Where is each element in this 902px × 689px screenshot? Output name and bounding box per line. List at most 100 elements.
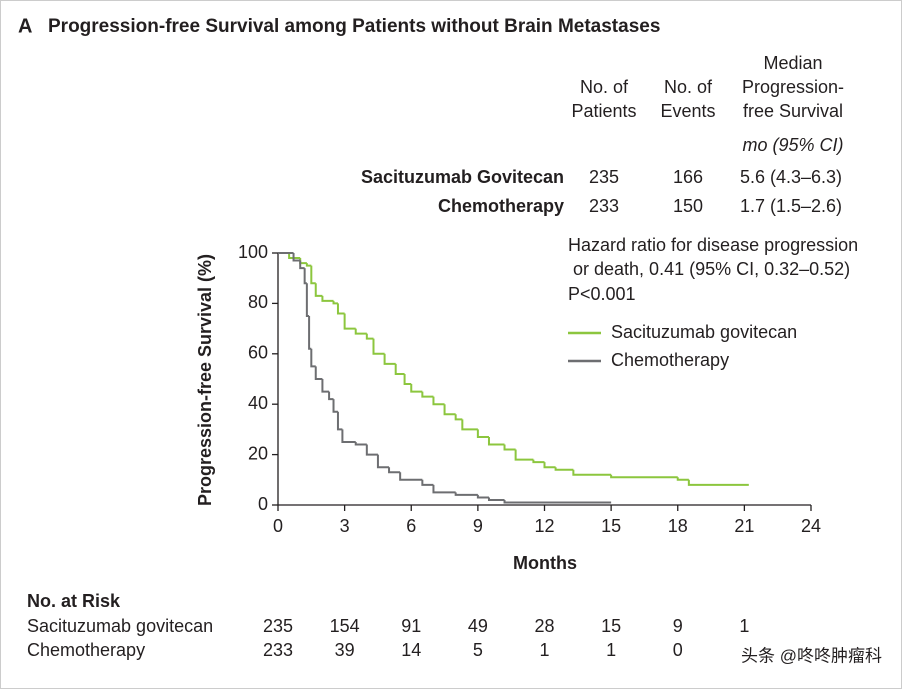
table-cell: 235 bbox=[589, 167, 619, 187]
km-step bbox=[336, 303, 345, 315]
km-step bbox=[676, 477, 689, 481]
km-step bbox=[305, 263, 312, 267]
km-step bbox=[310, 265, 316, 285]
km-step bbox=[332, 300, 338, 305]
at-risk-count: 0 bbox=[673, 640, 683, 660]
x-tick-label: 0 bbox=[273, 516, 283, 536]
km-step bbox=[543, 462, 556, 469]
row-label: Chemotherapy bbox=[438, 196, 564, 216]
annotation: Hazard ratio for disease progression bbox=[568, 235, 858, 255]
km-step bbox=[394, 363, 405, 375]
km-step bbox=[454, 492, 478, 496]
km-step bbox=[476, 429, 489, 438]
at-risk-count: 39 bbox=[335, 640, 355, 660]
unit: mo (95% CI) bbox=[742, 135, 843, 155]
km-step bbox=[403, 373, 412, 386]
km-step bbox=[514, 449, 534, 461]
km-step bbox=[328, 391, 334, 401]
km-step bbox=[443, 404, 456, 416]
x-tick-label: 6 bbox=[406, 516, 416, 536]
annotation: P<0.001 bbox=[568, 284, 636, 304]
at-risk-label: Sacituzumab govitecan bbox=[27, 616, 213, 636]
km-step bbox=[321, 295, 334, 302]
y-tick-label: 20 bbox=[248, 443, 268, 463]
km-step bbox=[341, 429, 356, 443]
at-risk-count: 233 bbox=[263, 640, 293, 660]
x-axis-label: Months bbox=[513, 553, 577, 573]
at-risk-count: 154 bbox=[330, 616, 360, 636]
km-step bbox=[503, 499, 612, 504]
km-step bbox=[288, 253, 301, 260]
at-risk-count: 14 bbox=[401, 640, 421, 660]
km-step bbox=[410, 384, 423, 393]
panel-letter: A bbox=[18, 15, 32, 37]
at-risk-count: 28 bbox=[534, 616, 554, 636]
table-cell: 1.7 (1.5–2.6) bbox=[740, 196, 842, 216]
table-cell: 166 bbox=[673, 167, 703, 187]
km-step bbox=[354, 328, 367, 335]
x-tick-label: 9 bbox=[473, 516, 483, 536]
km-step bbox=[432, 396, 445, 406]
chart-title: Progression-free Survival among Patients… bbox=[48, 16, 660, 37]
table-header: Events bbox=[660, 101, 715, 121]
y-axis-label: Progression-free Survival (%) bbox=[195, 254, 215, 506]
watermark: 头条 @咚咚肿瘤科 bbox=[741, 646, 882, 665]
km-step bbox=[376, 454, 390, 469]
km-step bbox=[687, 479, 749, 486]
at-risk-count: 49 bbox=[468, 616, 488, 636]
y-tick-label: 100 bbox=[238, 242, 268, 262]
at-risk-count: 1 bbox=[606, 640, 616, 660]
km-step bbox=[310, 348, 316, 368]
x-tick-label: 21 bbox=[734, 516, 754, 536]
at-risk-count: 15 bbox=[601, 616, 621, 636]
y-tick-label: 60 bbox=[248, 343, 268, 363]
y-tick-label: 80 bbox=[248, 292, 268, 312]
km-step bbox=[572, 469, 612, 476]
table-cell: 150 bbox=[673, 196, 703, 216]
table-header: No. of bbox=[664, 77, 713, 97]
km-step bbox=[610, 474, 678, 479]
at-risk-count: 5 bbox=[473, 640, 483, 660]
legend-label: Sacituzumab govitecan bbox=[611, 322, 797, 342]
table-cell: 5.6 (4.3–6.3) bbox=[740, 167, 842, 187]
table-header: free Survival bbox=[743, 101, 843, 121]
y-tick-label: 0 bbox=[258, 494, 268, 514]
x-tick-label: 3 bbox=[340, 516, 350, 536]
km-step bbox=[388, 467, 401, 474]
km-step bbox=[365, 333, 374, 340]
km-step bbox=[421, 391, 434, 398]
km-step bbox=[383, 353, 396, 365]
y-tick-label: 40 bbox=[248, 393, 268, 413]
km-step bbox=[461, 419, 478, 431]
km-step bbox=[532, 459, 545, 464]
at-risk-count: 235 bbox=[263, 616, 293, 636]
at-risk-count: 1 bbox=[739, 616, 749, 636]
legend-label: Chemotherapy bbox=[611, 350, 729, 370]
table-header: Median bbox=[763, 53, 822, 73]
x-tick-label: 18 bbox=[668, 516, 688, 536]
annotation: or death, 0.41 (95% CI, 0.32–0.52) bbox=[573, 259, 850, 279]
km-step bbox=[476, 494, 489, 499]
km-step bbox=[336, 411, 343, 431]
x-tick-label: 12 bbox=[534, 516, 554, 536]
at-risk-count: 1 bbox=[539, 640, 549, 660]
km-step bbox=[487, 497, 505, 501]
at-risk-title: No. at Risk bbox=[27, 591, 121, 611]
km-step bbox=[321, 379, 330, 393]
x-tick-label: 24 bbox=[801, 516, 821, 536]
table-cell: 233 bbox=[589, 196, 619, 216]
km-step bbox=[292, 253, 301, 262]
km-step bbox=[503, 444, 516, 451]
km-step bbox=[314, 283, 323, 297]
km-step bbox=[554, 467, 574, 471]
km-step bbox=[365, 444, 378, 456]
x-tick-label: 15 bbox=[601, 516, 621, 536]
km-step bbox=[432, 484, 456, 494]
km-step bbox=[343, 313, 356, 330]
km-step bbox=[314, 366, 323, 380]
at-risk-count: 9 bbox=[673, 616, 683, 636]
km-step bbox=[332, 399, 338, 413]
table-header: Progression- bbox=[742, 77, 844, 97]
